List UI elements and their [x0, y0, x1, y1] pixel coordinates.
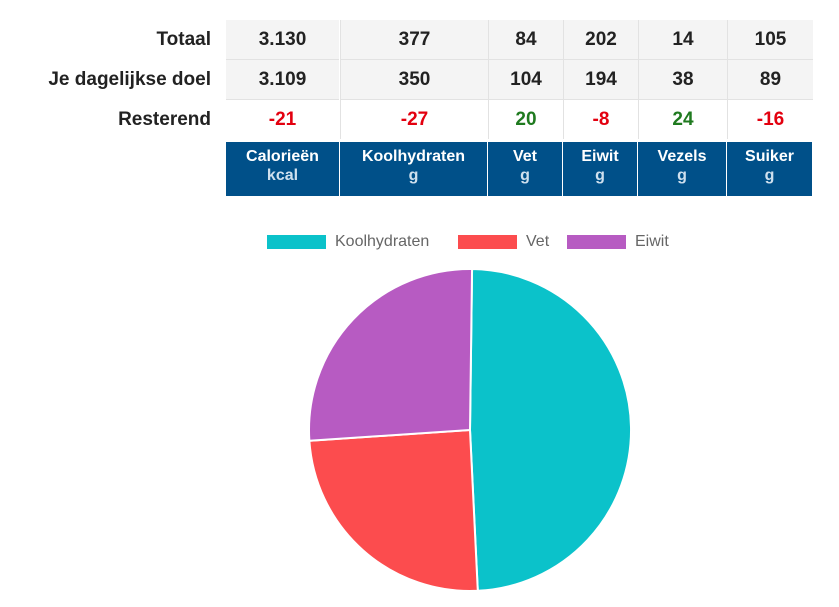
cell-total-calories: 3.130 — [226, 20, 339, 60]
column-header-carbs: Koolhydraten g — [339, 142, 487, 196]
cell-goal-protein: 194 — [563, 60, 638, 100]
column-header-calories: Calorieën kcal — [226, 142, 339, 196]
cell-total-protein: 202 — [563, 20, 638, 60]
cell-goal-carbs: 350 — [340, 60, 488, 100]
legend-label: Koolhydraten — [335, 233, 430, 250]
cell-total-sugar: 105 — [727, 20, 813, 60]
legend-label: Eiwit — [635, 233, 669, 250]
column-unit: g — [408, 167, 419, 184]
cell-remaining-fat: 20 — [488, 100, 563, 139]
column-name: Koolhydraten — [361, 148, 466, 165]
cell-remaining-protein: -8 — [563, 100, 638, 139]
column-unit: g — [764, 167, 775, 184]
cell-remaining-fiber: 24 — [638, 100, 727, 139]
column-name: Vezels — [657, 148, 707, 165]
pie-slice-koolhydraten[interactable] — [468, 267, 633, 592]
cell-goal-fiber: 38 — [638, 60, 727, 100]
cell-total-fat: 84 — [488, 20, 563, 60]
column-header-fat: Vet g — [487, 142, 562, 196]
column-header-protein: Eiwit g — [562, 142, 637, 196]
cell-goal-calories: 3.109 — [226, 60, 339, 100]
pie-slice-vet[interactable] — [308, 428, 479, 592]
cell-total-carbs: 377 — [340, 20, 488, 60]
column-name: Vet — [512, 148, 537, 165]
chart-legend: Koolhydraten Vet Eiwit — [0, 229, 839, 255]
cell-goal-fat: 104 — [488, 60, 563, 100]
table-header-row: Calorieën kcal Koolhydraten g Vet g Eiwi… — [0, 142, 839, 196]
cell-total-fiber: 14 — [638, 20, 727, 60]
column-header-sugar: Suiker g — [726, 142, 812, 196]
column-name: Suiker — [745, 148, 794, 165]
macro-pie-chart — [308, 267, 633, 592]
column-name: Calorieën — [246, 148, 319, 165]
column-unit: g — [677, 167, 687, 184]
column-header-fiber: Vezels g — [637, 142, 726, 196]
row-label-goal: Je dagelijkse doel — [48, 69, 211, 90]
column-unit: g — [595, 167, 605, 184]
table-row-remaining: Resterend -21 -27 20 -8 24 -16 — [0, 100, 839, 140]
legend-swatch — [267, 235, 326, 249]
cell-remaining-sugar: -16 — [727, 100, 813, 139]
column-name: Eiwit — [581, 148, 619, 165]
column-unit: kcal — [266, 167, 299, 184]
pie-slice-eiwit[interactable] — [308, 268, 474, 442]
column-unit: g — [520, 167, 530, 184]
cell-remaining-calories: -21 — [226, 100, 339, 139]
cell-remaining-carbs: -27 — [340, 100, 488, 139]
legend-label: Vet — [526, 233, 550, 250]
table-row-total: Totaal 3.130 377 84 202 14 105 — [0, 20, 839, 60]
cell-goal-sugar: 89 — [727, 60, 813, 100]
row-label-total: Totaal — [156, 29, 211, 50]
legend-swatch — [567, 235, 626, 249]
legend-swatch — [458, 235, 517, 249]
row-label-remaining: Resterend — [118, 109, 211, 130]
table-row-goal: Je dagelijkse doel 3.109 350 104 194 38 … — [0, 60, 839, 100]
